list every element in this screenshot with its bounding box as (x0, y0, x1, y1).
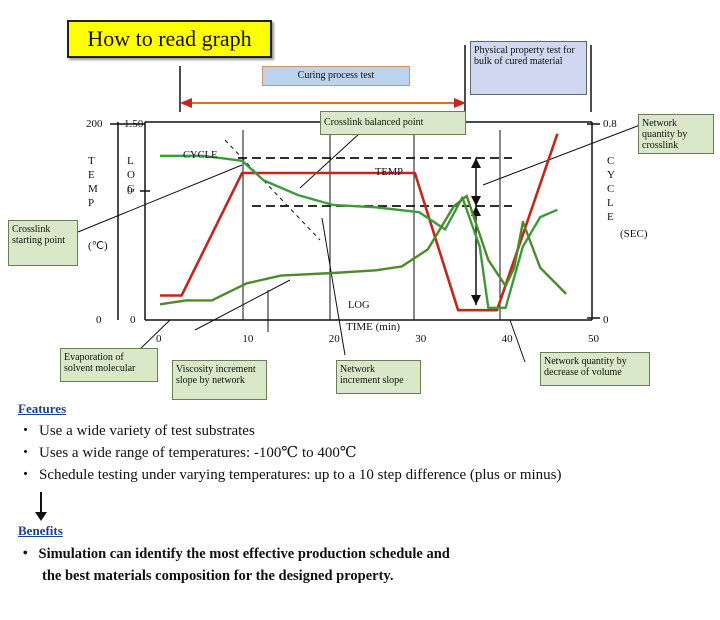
crosslink-starting-label: Crosslink starting point (8, 220, 78, 266)
log-tick-0: 0 (130, 314, 136, 326)
viscosity-slope-label: Viscosity increment slope by network (172, 360, 267, 400)
cycle-axis-unit: (SEC) (620, 228, 648, 240)
x-tick-label: 50 (588, 333, 600, 345)
x-tick-label: 30 (415, 333, 427, 345)
temp-tick-0: 0 (96, 314, 102, 326)
page-title: How to read graph (67, 20, 272, 58)
curve-label-temp: TEMP (375, 167, 403, 178)
list-item: Schedule testing under varying temperatu… (18, 464, 562, 486)
list-item: Simulation can identify the most effecti… (18, 543, 450, 565)
list-item: Use a wide variety of test substrates (18, 420, 562, 442)
temp-axis-unit: (℃) (88, 240, 108, 252)
features-list: Use a wide variety of test substrates Us… (18, 420, 562, 486)
slope-dashed-line (224, 139, 321, 241)
evaporation-label: Evaporation of solvent molecular (60, 348, 158, 382)
network-decrease-label: Network quantity by decrease of volume (540, 352, 650, 386)
cycle-tick-0: 0 (603, 314, 609, 326)
log-tick-150: 1.50 (124, 118, 144, 130)
physical-property-label: Physical property test for bulk of cured… (470, 41, 587, 95)
x-axis-label: TIME (min) (346, 321, 400, 333)
x-tick-label: 10 (242, 333, 254, 345)
list-item: the best materials composition for the d… (42, 568, 394, 584)
cycle-tick-08: 0.8 (603, 118, 617, 130)
benefits-list: Simulation can identify the most effecti… (18, 543, 450, 587)
x-tick-label: 20 (329, 333, 341, 345)
features-heading: Features (18, 401, 67, 416)
cure-chart: 200 0 1.50 0 0 0.8 0 (℃) (SEC) TIME (min… (77, 45, 648, 363)
network-crosslink-label: Network quantity by crosslink (638, 114, 714, 154)
network-slope-label: Network increment slope (336, 360, 421, 394)
curve-label-cycle: CYCLE (183, 150, 217, 161)
arrow-down-icon (35, 492, 47, 521)
series-cycle-line (160, 154, 558, 309)
curve-label-log: LOG (348, 300, 370, 311)
x-tick-label: 0 (156, 333, 162, 345)
series-temp-line (160, 133, 559, 312)
temp-tick-200: 200 (86, 118, 103, 130)
x-tick-label: 40 (502, 333, 513, 345)
crosslink-balanced-label: Crosslink balanced point (320, 111, 466, 135)
curing-process-label: Curing process test (262, 66, 410, 86)
log-tick-mid: 0 (127, 185, 133, 197)
list-item: Uses a wide range of temperatures: -100℃… (18, 442, 562, 464)
benefits-heading: Benefits (18, 523, 63, 538)
series-log-line (159, 194, 567, 306)
